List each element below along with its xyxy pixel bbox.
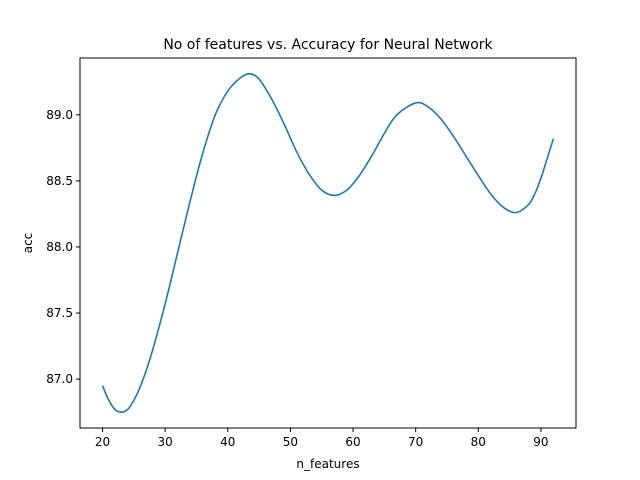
x-axis-label: n_features [296, 457, 359, 471]
y-tick-label: 89.0 [46, 108, 73, 122]
x-tick-label: 30 [158, 435, 173, 449]
plot-area [80, 58, 576, 428]
x-tick-label: 80 [471, 435, 486, 449]
x-tick-label: 50 [283, 435, 298, 449]
chart-title: No of features vs. Accuracy for Neural N… [163, 37, 493, 53]
x-tick-label: 90 [533, 435, 548, 449]
y-axis-label: acc [21, 233, 35, 254]
x-tick-label: 70 [408, 435, 423, 449]
x-tick-label: 40 [220, 435, 235, 449]
series-line [101, 73, 555, 413]
y-axis-ticks: 87.0 87.5 88.0 88.5 89.0 [46, 108, 80, 386]
plot-frame [79, 57, 577, 429]
x-tick-label: 20 [95, 435, 110, 449]
series-layer [101, 73, 555, 413]
x-axis-ticks: 20 30 40 50 60 70 80 90 [95, 428, 549, 449]
y-tick-label: 87.0 [46, 372, 73, 386]
x-tick-label: 60 [345, 435, 360, 449]
y-tick-label: 88.0 [46, 240, 73, 254]
y-tick-label: 87.5 [46, 306, 73, 320]
y-tick-label: 88.5 [46, 174, 73, 188]
